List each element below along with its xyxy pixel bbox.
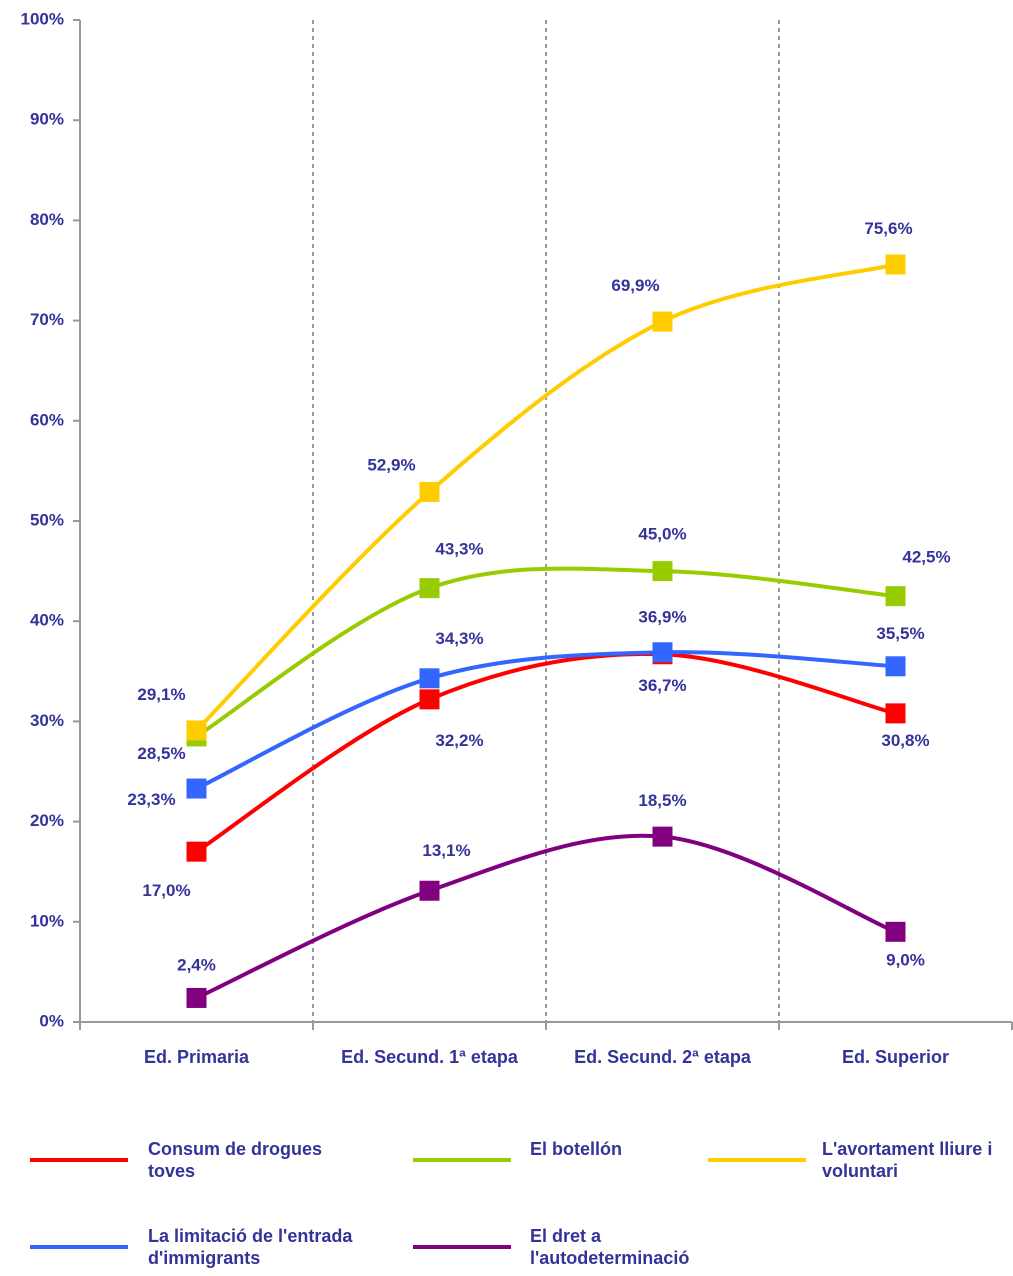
y-tick-label: 40%: [30, 611, 64, 630]
y-tick-label: 60%: [30, 410, 64, 429]
data-label: 9,0%: [886, 950, 925, 969]
marker: [186, 778, 207, 799]
data-label: 18,5%: [638, 791, 686, 810]
legend-label: L'avortament lliure i voluntari: [822, 1139, 993, 1181]
marker: [885, 656, 906, 677]
marker: [885, 586, 906, 607]
marker: [186, 720, 207, 741]
y-tick-label: 100%: [21, 9, 64, 28]
legend-label: El botellón: [530, 1139, 622, 1159]
legend-label: La limitació de l'entrada d'immigrants: [148, 1226, 353, 1268]
series-line: [195, 650, 896, 791]
data-label: 36,9%: [638, 608, 686, 627]
marker: [885, 703, 906, 724]
marker: [652, 311, 673, 332]
x-tick-label: Ed. Secund. 2ª etapa: [574, 1047, 751, 1067]
marker: [652, 561, 673, 582]
series-line: [195, 566, 896, 739]
data-label: 42,5%: [902, 548, 950, 567]
data-label: 29,1%: [137, 685, 185, 704]
data-label: 34,3%: [435, 629, 483, 648]
marker: [885, 921, 906, 942]
data-label: 75,6%: [864, 219, 912, 238]
data-label: 32,2%: [435, 731, 483, 750]
data-label: 13,1%: [422, 841, 470, 860]
marker: [419, 880, 440, 901]
data-label: 45,0%: [638, 525, 686, 544]
y-tick-label: 10%: [30, 911, 64, 930]
y-tick-label: 90%: [30, 110, 64, 129]
y-tick-label: 80%: [30, 210, 64, 229]
marker: [186, 841, 207, 862]
x-tick-label: Ed. Secund. 1ª etapa: [341, 1047, 518, 1067]
legend-label: El dret a l'autodeterminació: [530, 1226, 690, 1268]
y-tick-label: 70%: [30, 310, 64, 329]
series-line: [195, 833, 897, 1000]
marker: [419, 481, 440, 502]
marker: [186, 987, 207, 1008]
data-label: 52,9%: [367, 455, 415, 474]
legend-label: Consum de drogues toves: [148, 1139, 323, 1181]
marker: [652, 826, 673, 847]
y-tick-label: 0%: [39, 1011, 64, 1030]
data-label: 36,7%: [638, 676, 686, 695]
data-label: 30,8%: [881, 731, 929, 750]
y-tick-label: 20%: [30, 811, 64, 830]
marker: [885, 254, 906, 275]
marker: [419, 689, 440, 710]
x-tick-label: Ed. Superior: [841, 1047, 949, 1067]
data-label: 2,4%: [177, 955, 216, 974]
data-label: 28,5%: [137, 744, 185, 763]
marker: [419, 668, 440, 689]
data-label: 43,3%: [435, 540, 483, 559]
data-label: 17,0%: [142, 881, 190, 900]
y-tick-label: 30%: [30, 711, 64, 730]
marker: [419, 578, 440, 599]
data-label: 35,5%: [876, 624, 924, 643]
y-tick-label: 50%: [30, 510, 64, 529]
data-label: 23,3%: [127, 790, 175, 809]
series-line: [195, 652, 896, 854]
x-tick-label: Ed. Primaria: [143, 1047, 250, 1067]
series-line: [195, 262, 896, 732]
marker: [652, 642, 673, 663]
data-label: 69,9%: [611, 276, 659, 295]
